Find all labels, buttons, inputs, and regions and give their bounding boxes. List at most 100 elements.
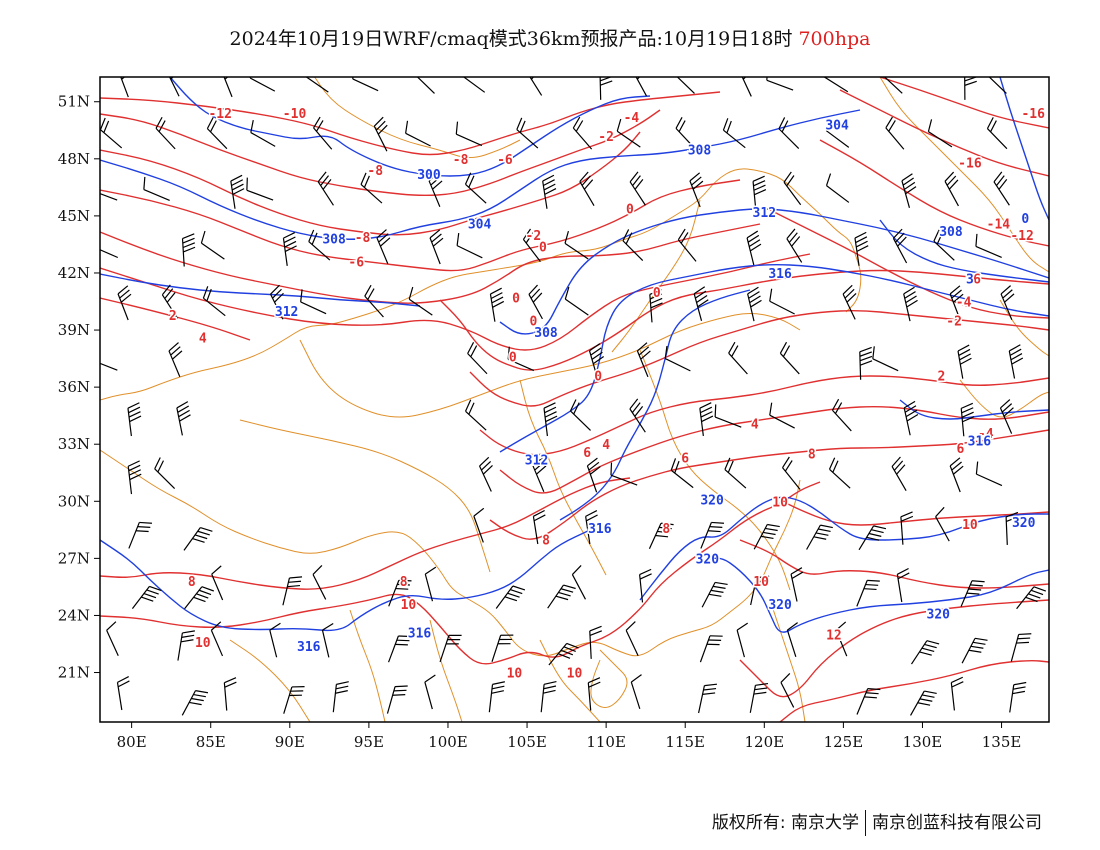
wind-barb [100,362,118,371]
barb-feather [376,229,387,239]
barb-feather [1003,407,1014,417]
barb-feather [865,692,879,695]
barb-feather [100,117,106,130]
geopotential-line [499,208,1049,335]
barb-staff [993,181,1010,206]
isotherm-label: 10 [401,598,417,613]
wind-barb [699,635,723,663]
barb-feather [859,351,873,357]
isotherm-label: -8 [367,164,383,179]
barb-feather [680,232,689,244]
barb-feather [965,72,977,76]
barb-feather [588,677,601,684]
wind-barb [675,116,696,150]
barb-feather [224,77,229,80]
wind-barb [100,249,119,259]
barb-feather [906,414,919,422]
barb-feather [137,526,151,528]
barb-feather [867,579,880,582]
isotherm-label: 8 [662,522,670,537]
barb-feather [951,676,964,684]
barb-feather [479,456,490,467]
wind-barb [455,121,483,147]
barb-feather [1016,641,1029,644]
barb-feather [560,588,574,593]
isotherm-label: 8 [808,448,816,463]
barb-feather [1010,353,1023,361]
wind-barb [900,511,914,545]
wind-barb [856,688,881,715]
barb-feather [769,288,773,302]
barb-feather [432,237,444,247]
barb-staff [478,465,492,492]
lat-label: 27N [58,549,90,567]
barb-feather [640,350,651,360]
wind-barb [547,584,576,609]
barb-feather [754,584,768,588]
isotherm-label: 0 [653,286,661,301]
barb-staff [564,242,589,260]
wind-barb [588,343,605,378]
wind-barb [728,341,748,375]
wind-barb [975,233,1002,258]
wind-barb [724,457,747,489]
barb-feather [946,175,957,186]
barb-feather [322,179,332,190]
barb-feather [726,120,732,134]
barb-feather [587,457,598,467]
barb-feather [691,176,702,186]
wind-barb [116,676,130,711]
barb-feather [121,77,126,80]
plot-frame [99,76,1050,723]
barb-feather [189,701,202,706]
height-label: 316 [408,627,432,642]
barb-staff [648,523,662,550]
wind-barb [181,233,196,267]
barb-feather [820,524,833,529]
barb-feather [181,634,195,638]
barb-staff [699,408,704,437]
barb-feather [1000,399,1011,409]
barb-feather [424,566,437,575]
barb-feather [767,523,780,528]
barb-feather [193,693,206,698]
barb-feather [866,536,880,541]
barb-feather [921,647,935,653]
barb-staff [529,77,543,96]
barb-feather [754,687,768,691]
wind-barb [429,229,444,265]
wind-barb [439,634,462,663]
barb-feather [600,68,612,72]
barb-feather [739,62,748,71]
barb-staff [317,181,334,206]
barb-staff [547,584,564,609]
lon-label: 80E [117,733,147,751]
barb-feather [129,415,142,423]
wind-barb [769,288,795,315]
barb-staff [786,629,797,657]
wind-barb [648,522,674,550]
barb-feather [736,622,749,631]
barb-feather [106,621,117,631]
barb-feather [1004,293,1015,303]
barb-feather [492,300,505,308]
wind-barb [903,286,918,322]
barb-feather [170,77,174,80]
barb-feather [196,593,209,599]
barb-feather [970,584,983,587]
lat-label: 39N [58,321,90,339]
barb-feather [467,342,475,354]
wind-barb [564,286,589,316]
barb-feather [846,292,857,303]
wind-barb [739,62,752,97]
lat-label: 24N [58,606,90,624]
barb-feather [128,406,141,414]
barb-feather [367,288,375,300]
barb-feather [675,116,683,129]
isotherm-label: 10 [195,636,211,651]
barb-staff [516,129,539,149]
barb-feather [953,465,964,475]
barb-feather [951,289,962,299]
barb-staff [283,686,293,714]
barb-feather [585,510,598,517]
